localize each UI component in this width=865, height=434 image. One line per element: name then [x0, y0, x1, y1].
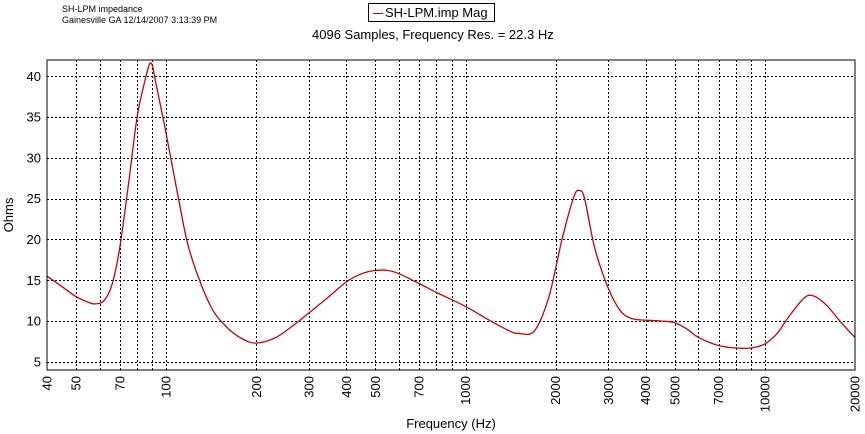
x-tick-label: 2000 [548, 376, 563, 405]
y-tick-label: 30 [27, 150, 41, 165]
plot-frame [46, 59, 856, 371]
x-tick-label: 40 [40, 376, 55, 390]
legend-swatch [373, 13, 383, 15]
y-tick-label: 35 [27, 110, 41, 125]
x-tick-label: 7000 [711, 376, 726, 405]
x-tick-label: 20000 [848, 376, 863, 412]
chart-header-line-1: SH-LPM impedance [62, 4, 143, 14]
y-tick-label: 5 [34, 354, 41, 369]
x-tick-label: 700 [412, 376, 427, 398]
x-tick-labels: 40 50 70 100 200 300 400 500 700 1000 2000 3000 4000… [40, 376, 863, 412]
x-tick-label: 200 [249, 376, 264, 398]
x-tick-label: 1000 [458, 376, 473, 405]
x-tick-label: 300 [301, 376, 316, 398]
y-tick-label: 15 [27, 273, 41, 288]
x-tick-label: 70 [112, 376, 127, 390]
y-axis-label: Ohms [1, 197, 16, 232]
chart-header-line-2: Gainesville GA 12/14/2007 3:13:39 PM [62, 15, 218, 25]
grid-lines [47, 60, 855, 370]
x-tick-label: 5000 [667, 376, 682, 405]
x-tick-label: 50 [69, 376, 84, 390]
y-tick-label: 25 [27, 191, 41, 206]
x-tick-label: 4000 [638, 376, 653, 405]
x-tick-label: 400 [339, 376, 354, 398]
series-layer [46, 62, 856, 350]
x-axis-label: Frequency (Hz) [406, 416, 496, 431]
y-tick-label: 20 [27, 232, 41, 247]
y-tick-label: 10 [27, 314, 41, 329]
series-line [46, 62, 856, 350]
y-tick-labels: 5 10 15 20 25 30 35 40 [27, 69, 41, 370]
x-tick-label: 500 [368, 376, 383, 398]
x-tick-label: 10000 [757, 376, 772, 412]
chart-title: 4096 Samples, Frequency Res. = 22.3 Hz [312, 27, 554, 42]
legend: SH-LPM.imp Mag [368, 3, 495, 22]
legend-label: SH-LPM.imp Mag [385, 5, 488, 20]
x-tick-label: 100 [159, 376, 174, 398]
x-tick-label: 3000 [601, 376, 616, 405]
y-tick-label: 40 [27, 69, 41, 84]
